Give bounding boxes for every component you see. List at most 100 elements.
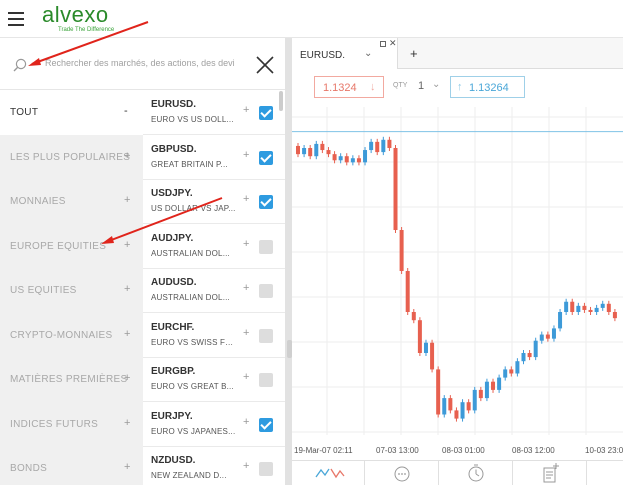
- instrument-checkbox[interactable]: [259, 106, 273, 120]
- candle: [326, 150, 331, 155]
- candle: [308, 148, 313, 157]
- logo[interactable]: alvexo Trade The Difference: [42, 2, 114, 33]
- category-item[interactable]: EUROPE EQUITIES +: [0, 225, 143, 269]
- candle: [478, 389, 483, 399]
- add-instrument-button[interactable]: +: [243, 371, 250, 383]
- qty-select[interactable]: 1: [418, 80, 425, 92]
- category-item[interactable]: MATIÈRES PREMIÈRES +: [0, 358, 143, 402]
- category-item[interactable]: US EQUITIES +: [0, 269, 143, 313]
- instrument-row[interactable]: EURCHF. EURO VS SWISS FR... +: [143, 314, 285, 358]
- instrument-row[interactable]: EURJPY. EURO VS JAPANES... +: [143, 403, 285, 447]
- candle: [600, 303, 605, 308]
- qty-label: QTY: [393, 82, 408, 89]
- close-icon[interactable]: [254, 54, 276, 76]
- category-toggle[interactable]: -: [124, 105, 128, 117]
- category-toggle[interactable]: +: [124, 372, 131, 384]
- candle: [606, 303, 611, 312]
- instrument-checkbox[interactable]: [259, 462, 273, 476]
- candle: [405, 271, 410, 312]
- candle: [503, 369, 508, 378]
- category-toggle[interactable]: +: [124, 283, 131, 295]
- instrument-checkbox[interactable]: [259, 195, 273, 209]
- annotation-arrow-search: [31, 21, 149, 65]
- instrument-checkbox[interactable]: [259, 417, 273, 432]
- category-item[interactable]: BONDS +: [0, 447, 143, 485]
- add-tab-button[interactable]: +: [410, 46, 418, 61]
- candle: [594, 307, 599, 312]
- notes-button[interactable]: [513, 461, 587, 485]
- instrument-checkbox[interactable]: [259, 150, 273, 165]
- category-label: TOUT: [10, 107, 39, 118]
- panel-divider[interactable]: [285, 38, 292, 485]
- category-toggle[interactable]: +: [124, 238, 131, 251]
- annotation-arrowhead-category: [101, 236, 114, 244]
- instrument-checkbox[interactable]: [259, 284, 273, 298]
- instrument-row[interactable]: NZDUSD. NEW ZEALAND D... +: [143, 447, 285, 485]
- chevron-down-icon[interactable]: ⌄: [432, 79, 441, 90]
- category-item[interactable]: CRYPTO-MONNAIES +: [0, 314, 143, 358]
- top-bar: alvexo Trade The Difference: [0, 0, 623, 38]
- category-item[interactable]: MONNAIES +: [0, 180, 143, 224]
- add-instrument-button[interactable]: +: [243, 415, 250, 428]
- search-input[interactable]: [45, 58, 245, 68]
- timeframe-button[interactable]: [439, 461, 513, 485]
- instrument-row[interactable]: AUDJPY. AUSTRALIAN DOL... +: [143, 225, 285, 269]
- logo-word: alvexo: [42, 2, 109, 27]
- candle: [497, 377, 502, 390]
- instrument-symbol: EURGBP.: [151, 366, 196, 377]
- search-icon[interactable]: [13, 58, 27, 72]
- instrument-checkbox[interactable]: [259, 239, 273, 254]
- add-instrument-button[interactable]: +: [243, 237, 250, 250]
- candle: [314, 143, 319, 157]
- category-toggle[interactable]: +: [124, 149, 131, 162]
- category-label: MATIÈRES PREMIÈRES: [10, 374, 128, 385]
- candle: [442, 398, 447, 415]
- candle: [545, 334, 550, 339]
- candle: [582, 305, 587, 310]
- price-chart[interactable]: 19-Mar-07 02:11 07-03 13:00 08-03 01:00 08-…: [292, 107, 623, 460]
- dots-circle-icon: [394, 466, 410, 482]
- add-instrument-button[interactable]: +: [243, 148, 250, 161]
- candle: [302, 148, 307, 155]
- add-instrument-button[interactable]: +: [243, 104, 250, 116]
- add-instrument-button[interactable]: +: [243, 326, 250, 339]
- instrument-row[interactable]: AUDUSD. AUSTRALIAN DOL... +: [143, 269, 285, 313]
- candle: [363, 150, 368, 163]
- candle: [533, 340, 538, 358]
- candle: [356, 158, 361, 163]
- instrument-row[interactable]: EURGBP. EURO VS GREAT B... +: [143, 358, 285, 402]
- buy-button[interactable]: ↑ 1.13264: [450, 76, 525, 98]
- indicators-button[interactable]: [365, 461, 439, 485]
- maximize-icon[interactable]: [380, 41, 386, 47]
- close-tab-icon[interactable]: ✕: [389, 38, 397, 48]
- add-instrument-button[interactable]: +: [243, 193, 250, 205]
- sell-button[interactable]: 1.1324 ↓: [314, 76, 384, 98]
- instrument-row[interactable]: EURUSD. EURO VS US DOLL... +: [143, 91, 285, 135]
- candle: [320, 143, 325, 151]
- list-scrollbar[interactable]: [279, 91, 283, 111]
- category-toggle[interactable]: +: [124, 461, 131, 473]
- instrument-row[interactable]: USDJPY. US DOLLAR VS JAP... +: [143, 180, 285, 224]
- candle: [551, 328, 556, 339]
- category-toggle[interactable]: +: [124, 194, 131, 206]
- x-tick-label: 19-Mar-07 02:11: [294, 446, 353, 455]
- candle: [539, 334, 544, 341]
- chevron-down-icon[interactable]: ⌄: [364, 48, 373, 59]
- add-instrument-button[interactable]: +: [243, 282, 250, 294]
- category-item[interactable]: LES PLUS POPULAIRES +: [0, 136, 143, 180]
- instrument-row[interactable]: GBPUSD. GREAT BRITAIN P... +: [143, 136, 285, 180]
- category-toggle[interactable]: +: [124, 327, 131, 340]
- candle: [411, 312, 416, 321]
- tab-eurusd[interactable]: EURUSD. ⌄ ✕: [292, 38, 398, 69]
- category-item[interactable]: INDICES FUTURS +: [0, 403, 143, 447]
- chart-type-button[interactable]: [292, 461, 365, 485]
- instrument-checkbox[interactable]: [259, 373, 273, 387]
- add-instrument-button[interactable]: +: [243, 460, 250, 472]
- menu-icon[interactable]: [8, 12, 24, 26]
- category-label: MONNAIES: [10, 196, 66, 207]
- category-item[interactable]: TOUT -: [0, 91, 143, 135]
- collapse-handle[interactable]: [287, 340, 292, 358]
- instrument-checkbox[interactable]: [259, 328, 273, 343]
- category-toggle[interactable]: +: [124, 416, 131, 429]
